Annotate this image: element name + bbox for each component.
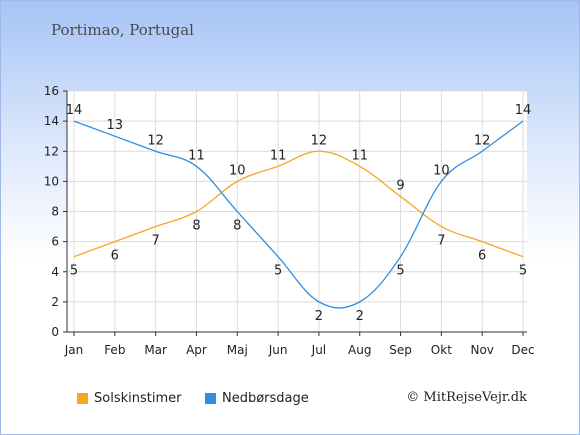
legend-label-sun: Solskinstimer — [94, 391, 182, 406]
data-label-rain: 8 — [233, 219, 241, 234]
x-tick-label: Apr — [186, 343, 207, 357]
data-label-sun: 5 — [70, 264, 78, 279]
grid — [67, 90, 527, 333]
data-label-rain: 11 — [188, 148, 205, 163]
data-label-sun: 7 — [437, 234, 445, 249]
y-tick-label: 10 — [44, 174, 59, 188]
x-tick-label: Sep — [389, 343, 412, 357]
data-label-sun: 6 — [111, 249, 119, 264]
x-tick-label: Jun — [268, 343, 288, 357]
data-label-sun: 6 — [478, 249, 486, 264]
x-tick-label: Jan — [64, 343, 84, 357]
legend-swatch-rain — [205, 393, 216, 404]
data-label-sun: 11 — [270, 148, 287, 163]
x-tick-label: Okt — [431, 343, 452, 357]
y-tick-label: 14 — [44, 114, 59, 128]
legend-item-rain: Nedbørsdage — [205, 391, 309, 406]
legend-item-sun: Solskinstimer — [77, 391, 181, 406]
data-label-rain: 2 — [356, 309, 364, 324]
data-label-rain: 5 — [396, 264, 404, 279]
axes: 0 2 4 6 8 10 12 14 16 Jan Feb Mar Apr Maj Jun Jul Aug Sep… — [44, 84, 535, 357]
x-tick-label: Aug — [348, 343, 371, 357]
data-label-rain: 5 — [274, 264, 282, 279]
data-label-rain: 10 — [433, 163, 450, 178]
series-line-rain — [73, 120, 524, 309]
y-tick-label: 2 — [51, 295, 59, 309]
data-label-rain: 12 — [474, 133, 491, 148]
series-line-sun — [73, 150, 524, 258]
x-tick-label: Maj — [227, 343, 248, 357]
data-label-sun: 8 — [192, 219, 200, 234]
series-lines — [73, 120, 524, 309]
data-label-sun: 11 — [351, 148, 368, 163]
x-tick-label: Dec — [511, 343, 534, 357]
data-label-sun: 9 — [396, 178, 404, 193]
y-tick-label: 6 — [51, 235, 59, 249]
data-label-sun: 7 — [151, 234, 159, 249]
y-tick-label: 8 — [51, 205, 59, 219]
chart-title: Portimao, Portugal — [51, 21, 194, 39]
data-label-rain: 14 — [515, 103, 532, 118]
data-label-sun: 5 — [519, 264, 527, 279]
data-label-rain: 14 — [66, 103, 83, 118]
data-labels: 5 14 6 13 7 12 8 11 10 8 11 5 12 2 11 2 9 5 7 10 6 12 5 14 — [66, 103, 532, 324]
legend-swatch-sun — [77, 393, 88, 404]
data-label-rain: 12 — [147, 133, 164, 148]
data-label-sun: 10 — [229, 163, 246, 178]
y-tick-label: 4 — [51, 265, 59, 279]
y-tick-label: 0 — [51, 325, 59, 339]
legend-label-rain: Nedbørsdage — [222, 391, 309, 406]
data-label-rain: 2 — [315, 309, 323, 324]
x-tick-label: Mar — [144, 343, 167, 357]
data-label-rain: 13 — [107, 118, 124, 133]
y-tick-label: 12 — [44, 144, 59, 158]
x-tick-label: Nov — [470, 343, 493, 357]
x-tick-label: Feb — [104, 343, 125, 357]
data-label-sun: 12 — [311, 133, 328, 148]
copyright-text: © MitRejseVejr.dk — [406, 390, 527, 405]
x-tick-label: Jul — [311, 343, 326, 357]
y-tick-label: 16 — [44, 84, 59, 98]
